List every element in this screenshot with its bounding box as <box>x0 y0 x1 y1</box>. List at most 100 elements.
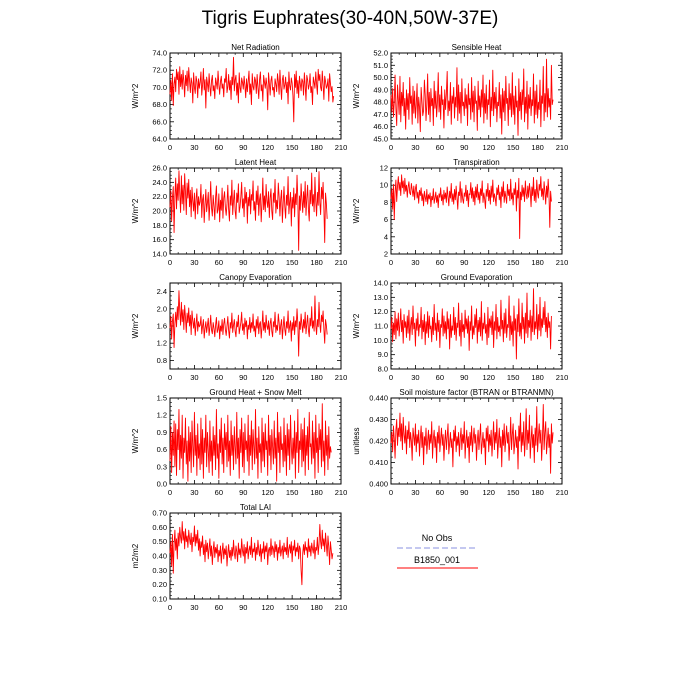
y-tick-label: 66.0 <box>152 117 167 126</box>
x-tick-label: 60 <box>215 488 223 497</box>
series-line-b1850-001 <box>169 290 328 357</box>
y-tick-label: 10 <box>380 181 388 190</box>
x-tick-label: 90 <box>460 488 468 497</box>
y-tick-label: 64.0 <box>152 135 167 144</box>
x-tick-label: 0 <box>389 143 393 152</box>
series-line-b1850-001 <box>390 58 554 136</box>
x-tick-label: 150 <box>286 373 299 382</box>
y-axis-label: W/m^2 <box>131 83 140 108</box>
series-line-b1850-001 <box>390 288 552 360</box>
x-tick-label: 180 <box>531 258 544 267</box>
x-tick-label: 180 <box>531 488 544 497</box>
x-tick-label: 210 <box>335 488 348 497</box>
x-tick-label: 150 <box>507 258 520 267</box>
y-tick-label: 47.0 <box>373 110 388 119</box>
x-tick-label: 0 <box>389 373 393 382</box>
y-tick-label: 12 <box>380 164 388 173</box>
series-line-b1850-001 <box>169 170 328 251</box>
series-line-b1850-001 <box>169 56 335 123</box>
x-tick-label: 180 <box>310 258 323 267</box>
y-tick-label: 0.0 <box>157 480 167 489</box>
x-tick-label: 210 <box>556 488 569 497</box>
y-tick-label: 14.0 <box>152 250 167 259</box>
x-tick-label: 210 <box>335 143 348 152</box>
x-tick-label: 210 <box>556 143 569 152</box>
y-tick-label: 0.30 <box>152 566 167 575</box>
x-tick-label: 90 <box>239 258 247 267</box>
y-tick-label: 26.0 <box>152 164 167 173</box>
panel-sensible-heat: Sensible Heat W/m^2 0 30 60 90 120 150 180 210 45.… <box>352 43 568 152</box>
y-tick-label: 49.0 <box>373 85 388 94</box>
x-tick-label: 0 <box>168 488 172 497</box>
y-tick-label: 8 <box>384 198 388 207</box>
x-tick-label: 60 <box>436 143 444 152</box>
y-axis-label: W/m^2 <box>352 313 361 338</box>
y-axis-label: m2/m2 <box>131 543 140 568</box>
y-tick-label: 2.0 <box>157 304 167 313</box>
y-tick-label: 2.4 <box>157 287 167 296</box>
y-tick-label: 50.0 <box>373 73 388 82</box>
y-tick-label: 8.0 <box>378 365 388 374</box>
x-tick-label: 210 <box>335 373 348 382</box>
panel-title: Ground Heat + Snow Melt <box>209 388 302 397</box>
x-tick-label: 180 <box>531 143 544 152</box>
x-tick-label: 90 <box>239 143 247 152</box>
y-tick-label: 46.0 <box>373 122 388 131</box>
y-tick-label: 0.3 <box>157 462 167 471</box>
series-line-b1850-001 <box>169 403 332 482</box>
y-tick-label: 11.0 <box>374 322 388 331</box>
y-tick-label: 0.40 <box>152 552 167 561</box>
x-tick-label: 180 <box>310 373 323 382</box>
x-tick-label: 30 <box>190 488 198 497</box>
x-tick-label: 150 <box>507 373 520 382</box>
x-tick-label: 30 <box>411 258 419 267</box>
x-tick-label: 90 <box>460 258 468 267</box>
x-tick-label: 150 <box>286 603 299 612</box>
panel-title: Canopy Evaporation <box>219 273 292 282</box>
x-tick-label: 150 <box>507 488 520 497</box>
x-tick-label: 150 <box>286 258 299 267</box>
y-tick-label: 0.8 <box>157 356 167 365</box>
y-tick-label: 72.0 <box>152 66 167 75</box>
x-tick-label: 210 <box>556 373 569 382</box>
y-tick-label: 0.60 <box>152 523 167 532</box>
x-tick-label: 150 <box>286 488 299 497</box>
series-line-b1850-001 <box>169 521 334 586</box>
legend: No Obs B1850_001 <box>397 533 478 569</box>
y-tick-label: 0.430 <box>369 415 388 424</box>
x-tick-label: 60 <box>215 603 223 612</box>
x-tick-label: 30 <box>190 143 198 152</box>
x-tick-label: 120 <box>261 603 274 612</box>
page-title: Tigris Euphrates(30-40N,50W-37E) <box>201 8 499 29</box>
y-axis-label: W/m^2 <box>352 198 361 223</box>
x-tick-label: 210 <box>335 603 348 612</box>
x-tick-label: 210 <box>335 258 348 267</box>
x-tick-label: 30 <box>411 373 419 382</box>
y-tick-label: 12.0 <box>373 307 388 316</box>
x-tick-label: 0 <box>168 603 172 612</box>
y-tick-label: 9.0 <box>378 350 388 359</box>
x-tick-label: 90 <box>239 603 247 612</box>
y-tick-label: 16.0 <box>152 235 167 244</box>
x-tick-label: 30 <box>411 143 419 152</box>
panel-title: Transpiration <box>453 158 499 167</box>
panel-ground-evaporation: Ground Evaporation W/m^2 0 30 60 90 120 150 180 2… <box>352 273 568 382</box>
x-tick-label: 0 <box>168 143 172 152</box>
y-tick-label: 1.2 <box>157 339 167 348</box>
panel-transpiration: Transpiration W/m^2 0 30 60 90 120 150 180 210 2 4 6… <box>352 158 568 267</box>
y-tick-label: 13.0 <box>373 293 388 302</box>
y-tick-label: 0.420 <box>369 437 388 446</box>
y-tick-label: 51.0 <box>373 61 388 70</box>
y-tick-label: 1.5 <box>157 394 167 403</box>
series-line-b1850-001 <box>390 404 554 474</box>
y-tick-label: 0.410 <box>369 458 388 467</box>
y-axis-label: W/m^2 <box>131 198 140 223</box>
plot-frame <box>169 52 342 140</box>
x-tick-label: 30 <box>190 603 198 612</box>
x-tick-label: 150 <box>507 143 520 152</box>
y-tick-label: 0.9 <box>157 428 167 437</box>
x-tick-label: 120 <box>261 143 274 152</box>
y-tick-label: 0.6 <box>157 445 167 454</box>
y-tick-label: 45.0 <box>373 135 388 144</box>
y-tick-label: 4 <box>384 232 388 241</box>
